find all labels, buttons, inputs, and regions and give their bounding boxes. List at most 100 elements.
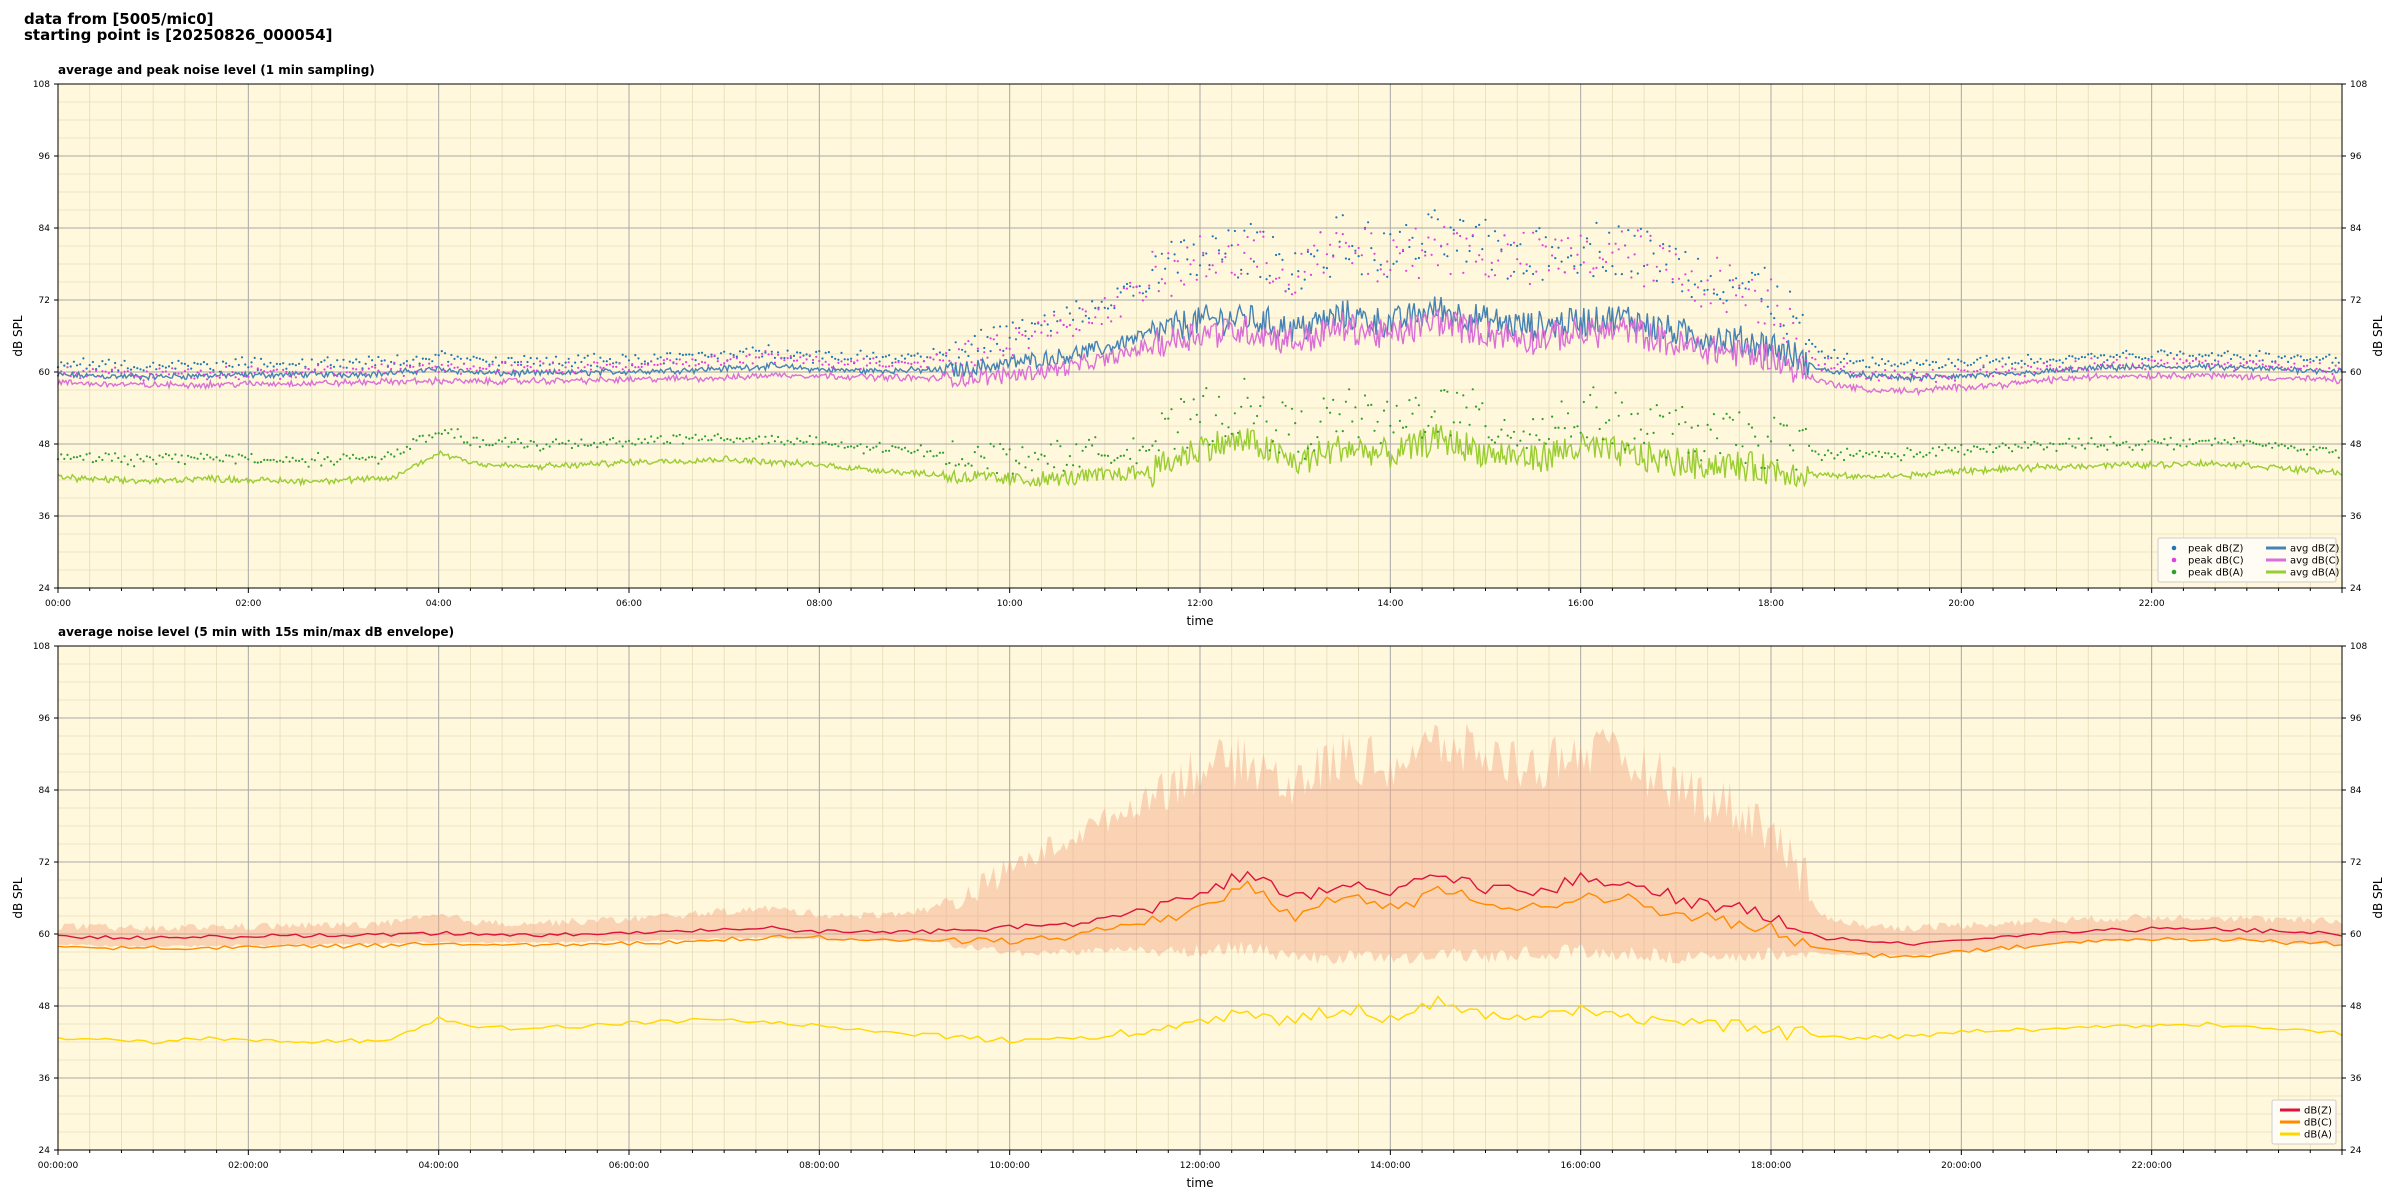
data-point [342,366,345,369]
data-point [1579,431,1582,434]
data-point [1452,228,1455,232]
data-point [1601,438,1604,441]
data-point [1957,368,1960,371]
data-point [240,356,244,359]
data-point [221,360,225,363]
data-point [1665,263,1668,266]
data-point [348,360,351,363]
data-point [63,457,66,460]
data-point [961,364,964,367]
data-point [1116,287,1119,290]
data-point [2068,437,2071,440]
data-point [666,357,669,360]
data-point [218,376,221,379]
data-point [2128,368,2131,371]
data-point [2207,354,2210,357]
data-point [2033,361,2036,364]
data-point [1668,250,1671,253]
data-point [1938,366,1941,370]
data-point [824,441,827,444]
data-point [754,356,758,359]
data-point [634,443,637,446]
data-point [789,356,792,360]
data-point [152,458,155,461]
data-point [1068,312,1071,315]
data-point [2334,449,2337,452]
data-point [1478,254,1481,257]
data-point [91,360,94,364]
data-point [1049,329,1052,332]
data-point [472,436,475,439]
data-point [2131,448,2134,451]
data-point [777,351,780,354]
data-point [1687,289,1690,292]
data-point [589,364,593,367]
data-point [91,461,94,464]
data-point [1094,316,1097,319]
data-point [206,453,209,456]
data-point [2318,446,2321,449]
data-point [212,458,215,461]
y-tick-label-right: 108 [2350,642,2367,652]
data-point [1861,455,1865,458]
data-point [758,349,761,352]
data-point [637,357,640,360]
data-point [1290,407,1294,410]
data-point [1750,271,1754,274]
data-point [846,358,850,361]
data-point [1392,262,1395,265]
data-point [1938,446,1941,449]
data-point [215,456,218,459]
data-point [700,351,704,354]
data-point [1865,377,1868,380]
data-point [2306,453,2309,456]
data-point [973,451,976,454]
data-point [1405,269,1408,272]
data-point [653,363,656,366]
data-point [244,363,247,366]
data-point [789,355,792,358]
data-point [681,353,685,357]
data-point [1148,287,1151,290]
data-point [2287,447,2290,450]
series-line-db-c [57,880,2343,959]
data-point [1846,352,1849,355]
data-point [618,440,621,443]
data-point [1033,451,1037,454]
data-point [1043,314,1046,317]
data-point [453,357,456,360]
data-point [107,358,110,361]
data-point [453,366,456,369]
data-point [472,365,475,368]
data-point [1237,431,1240,434]
data-point [811,361,815,364]
data-point [507,372,510,375]
data-point [1763,322,1766,325]
data-point [1957,450,1960,453]
data-point [342,358,345,361]
data-point [364,372,367,375]
data-point [1252,260,1255,263]
data-point [2312,445,2315,448]
data-point [777,435,780,439]
data-point [1976,445,1979,449]
data-point [1744,287,1747,290]
data-point [605,360,608,363]
data-point [1541,278,1544,281]
data-point [1141,445,1144,448]
data-point [688,364,691,367]
data-point [2242,444,2245,447]
data-point [535,357,539,360]
data-point [2071,366,2074,369]
data-point [1979,356,1982,359]
data-point [301,358,304,361]
data-point [1696,424,1700,427]
data-point [1405,425,1408,428]
data-point [1855,452,1858,455]
data-point [1424,250,1427,253]
data-point [2312,370,2315,373]
data-point [938,451,942,454]
data-point [107,372,110,375]
data-point [1087,321,1091,324]
data-point [1382,273,1386,276]
